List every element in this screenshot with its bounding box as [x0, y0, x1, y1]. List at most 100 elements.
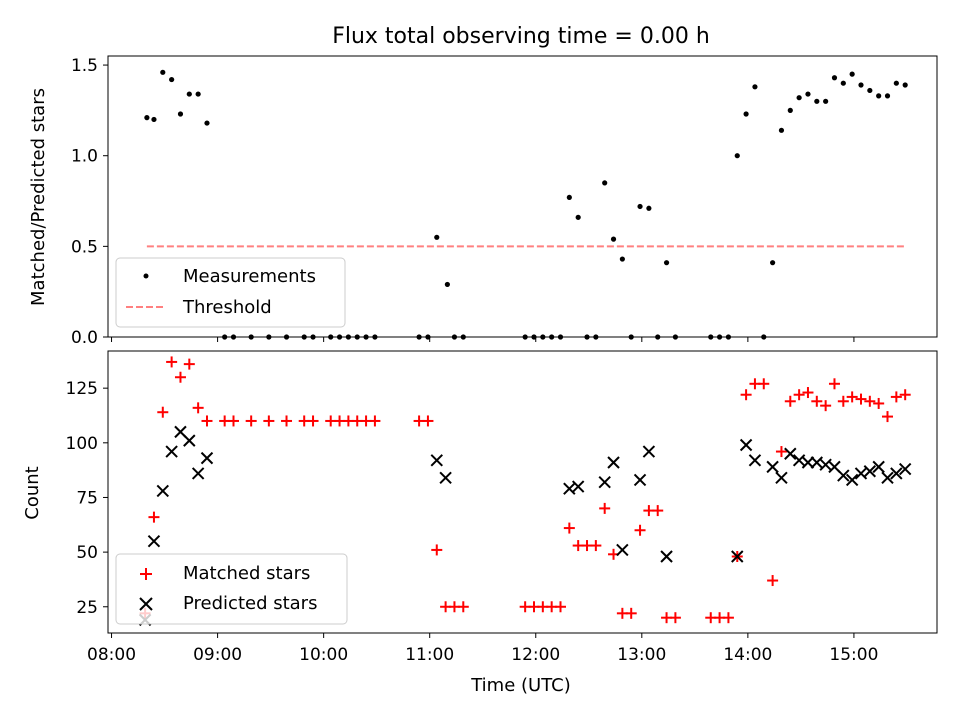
matched-star-point [422, 415, 434, 427]
matched-star-point [775, 446, 787, 458]
top-plot-area [144, 69, 908, 340]
x-tick-label: 11:00 [405, 645, 454, 665]
predicted-star-point [147, 534, 161, 548]
matched-star-point [192, 402, 204, 414]
measurement-point [884, 93, 891, 99]
measurement-point [787, 107, 793, 113]
matched-star-point [652, 505, 664, 517]
matched-star-point [555, 601, 567, 613]
measurement-point [575, 214, 581, 220]
matched-star-point [625, 607, 637, 619]
predicted-star-point [784, 447, 797, 460]
matched-star-point [722, 612, 734, 624]
predicted-star-stroke [801, 456, 815, 469]
y-tick-label: 0.0 [71, 328, 98, 348]
legend-predicted-marker [139, 597, 153, 611]
predicted-star-stroke [571, 480, 585, 493]
predicted-star-stroke [863, 465, 877, 478]
measurement-point [169, 76, 175, 83]
measurement-point [770, 260, 776, 266]
predicted-star-stroke [792, 454, 806, 467]
predicted-star-point [165, 445, 178, 458]
y-tick-label: 75 [76, 488, 98, 508]
predicted-star-point [792, 454, 806, 467]
predicted-star-stroke [156, 484, 170, 498]
predicted-star-stroke [837, 469, 850, 482]
predicted-star-point [642, 445, 656, 458]
predicted-star-point [766, 460, 779, 474]
measurement-point [840, 80, 846, 86]
measurement-point [444, 281, 450, 288]
predicted-star-stroke [872, 460, 885, 474]
predicted-star-point [156, 484, 170, 498]
predicted-star-point [819, 458, 832, 471]
legend-predicted-label: Predicted stars [183, 593, 317, 614]
y-tick-label: 25 [76, 598, 98, 618]
measurement-point [602, 180, 608, 186]
top-axes-frame [107, 55, 938, 338]
matched-star-point [166, 356, 178, 368]
predicted-star-stroke [174, 425, 187, 439]
predicted-star-stroke [165, 445, 178, 458]
predicted-star-stroke [191, 467, 205, 480]
predicted-star-point [775, 471, 788, 484]
measurement-point [663, 260, 670, 266]
matched-star-point [864, 395, 876, 407]
predicted-star-point [660, 550, 673, 563]
measurement-point [805, 91, 811, 97]
chart-title: Flux total observing time = 0.00 h [332, 24, 710, 49]
matched-star-point [590, 540, 602, 552]
measurement-point [902, 82, 908, 88]
legend-measurements-marker [143, 273, 149, 279]
top-y-ticks: 0.0 0.5 1.0 1.5 [71, 56, 108, 348]
matched-star-point [563, 522, 575, 534]
measurement-point [160, 69, 166, 75]
measurement-point [434, 234, 440, 240]
predicted-star-stroke [819, 458, 832, 471]
matched-star-point [148, 511, 160, 523]
predicted-star-stroke [607, 456, 620, 469]
measurement-point [893, 80, 899, 86]
predicted-star-stroke [775, 471, 788, 484]
matched-star-point [828, 378, 840, 390]
x-tick-label: 15:00 [829, 645, 878, 665]
measurement-point [646, 205, 652, 211]
x-tick-label: 14:00 [723, 645, 772, 665]
matched-star-point [183, 358, 195, 370]
measurement-point [831, 75, 838, 81]
x-tick-label: 10:00 [299, 645, 348, 665]
matched-star-point [281, 415, 293, 427]
matched-star-point [846, 391, 858, 403]
predicted-star-point [863, 465, 877, 478]
x-tick-label: 09:00 [193, 645, 242, 665]
bottom-legend: Matched stars Predicted stars [115, 553, 348, 625]
legend-threshold-label: Threshold [182, 297, 272, 318]
matched-star-point [599, 502, 611, 514]
predicted-star-stroke [616, 543, 629, 557]
predicted-star-stroke [748, 454, 762, 467]
matched-star-point [245, 415, 257, 427]
predicted-star-stroke [854, 467, 868, 480]
measurement-point [144, 115, 150, 121]
predicted-star-point [872, 460, 885, 474]
top-legend-box [115, 257, 346, 328]
predicted-star-point [200, 451, 214, 465]
matched-star-point [890, 391, 902, 403]
bottom-legend-box [115, 553, 348, 625]
predicted-star-stroke [200, 451, 214, 465]
matched-star-point [174, 371, 186, 383]
measurement-point [734, 153, 740, 159]
matched-star-point [758, 378, 770, 390]
measurement-point [823, 98, 829, 104]
legend-measurements-label: Measurements [183, 266, 316, 287]
measurement-point [778, 127, 785, 133]
measurement-point [743, 111, 749, 117]
bottom-axes-frame [107, 350, 938, 634]
matched-star-point [793, 389, 805, 401]
matched-star-point [767, 575, 779, 587]
x-tick-label: 12:00 [511, 645, 560, 665]
matched-star-point [201, 415, 213, 427]
bottom-panel: 25 50 75 100 125 08:00 09:00 10:00 11:00 12:00 13… [22, 350, 938, 696]
predicted-star-point [607, 456, 620, 469]
